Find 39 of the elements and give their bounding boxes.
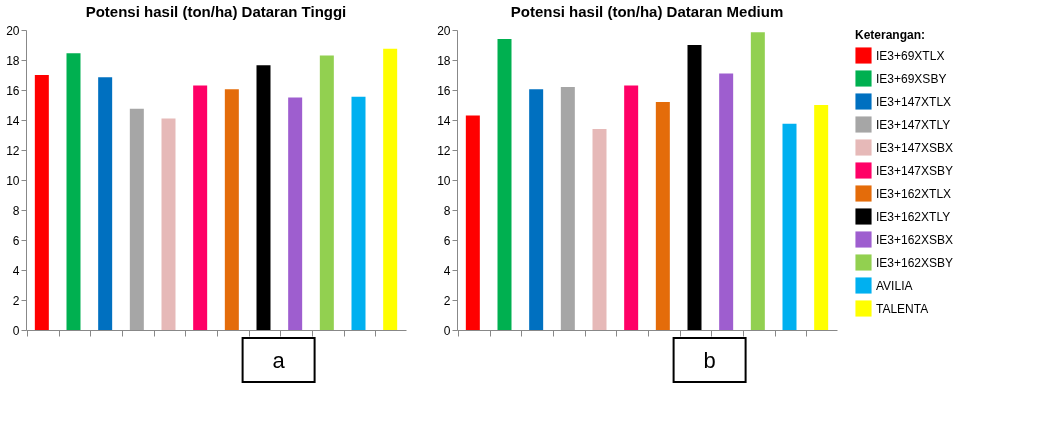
y-tick-label: 20 xyxy=(6,23,20,38)
chart-title: Potensi hasil (ton/ha) Dataran Medium xyxy=(510,3,784,20)
legend-label: AVILIA xyxy=(876,278,913,293)
y-tick-label: 8 xyxy=(443,203,451,218)
y-tick-label: 18 xyxy=(437,53,451,68)
legend-label: IE3+162XSBY xyxy=(876,255,954,270)
y-tick-label: 14 xyxy=(6,113,20,128)
y-tick-label: 12 xyxy=(437,143,451,158)
y-tick-label: 20 xyxy=(437,23,451,38)
y-tick-label: 12 xyxy=(6,143,20,158)
y-tick-label: 16 xyxy=(6,83,20,98)
legend-label: IE3+162XTLY xyxy=(876,209,951,224)
y-tick-label: 4 xyxy=(12,263,20,278)
text: a xyxy=(272,348,286,373)
legend-title: Keterangan: xyxy=(855,28,926,42)
legend-label: IE3+69XTLX xyxy=(876,48,945,63)
chart-title: Potensi hasil (ton/ha) Dataran Tinggi xyxy=(85,3,347,20)
y-tick-label: 6 xyxy=(12,233,20,248)
legend-label: IE3+147XSBY xyxy=(876,163,954,178)
y-tick-label: 2 xyxy=(12,293,20,308)
y-tick-label: 2 xyxy=(443,293,451,308)
y-tick-label: 18 xyxy=(6,53,20,68)
legend-label: IE3+162XTLX xyxy=(876,186,952,201)
legend-label: IE3+147XSBX xyxy=(876,140,954,155)
legend-label: IE3+147XTLX xyxy=(876,94,952,109)
legend-label: TALENTA xyxy=(876,301,929,316)
y-tick-label: 8 xyxy=(12,203,20,218)
y-tick-label: 14 xyxy=(437,113,451,128)
y-tick-label: 0 xyxy=(12,323,20,338)
y-tick-label: 4 xyxy=(443,263,451,278)
legend-label: IE3+69XSBY xyxy=(876,71,947,86)
y-tick-label: 10 xyxy=(437,173,451,188)
y-tick-label: 0 xyxy=(443,323,451,338)
text: b xyxy=(703,348,716,373)
legend-label: IE3+162XSBX xyxy=(876,232,954,247)
y-tick-label: 6 xyxy=(443,233,451,248)
legend-label: IE3+147XTLY xyxy=(876,117,951,132)
y-tick-label: 10 xyxy=(6,173,20,188)
y-tick-label: 16 xyxy=(437,83,451,98)
